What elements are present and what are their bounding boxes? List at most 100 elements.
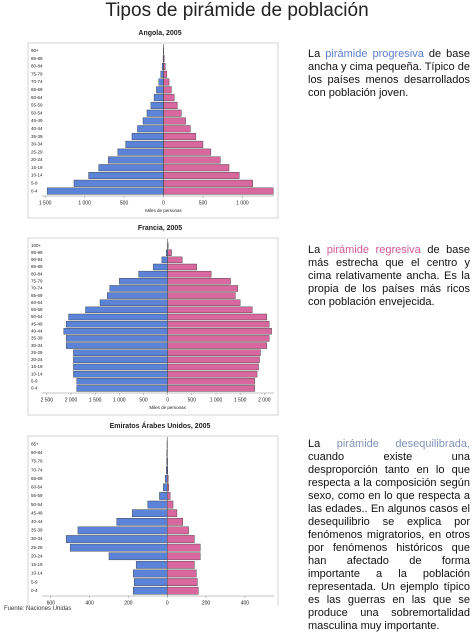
category-label: 85+ <box>31 441 39 446</box>
x-tick-label: 400 <box>241 600 250 606</box>
bar <box>133 570 167 577</box>
bar <box>167 587 198 594</box>
bar <box>164 133 196 140</box>
bar <box>168 350 261 356</box>
category-label: 40-44 <box>31 126 43 131</box>
x-tick-label: 0 <box>162 200 165 206</box>
x-tick-label: 0 <box>166 600 169 606</box>
bar <box>167 510 177 517</box>
category-label: 20-24 <box>31 157 43 162</box>
bar <box>148 501 167 508</box>
bar <box>167 518 183 525</box>
category-label: 60-64 <box>31 95 43 100</box>
category-label: 65-69 <box>31 476 43 481</box>
bar <box>78 527 167 534</box>
bar <box>119 278 167 284</box>
bar <box>107 293 167 299</box>
highlight: pirámide regresiva <box>327 244 421 256</box>
x-tick-label: 1 000 <box>236 200 249 206</box>
bar <box>164 79 170 86</box>
bar <box>154 94 163 101</box>
category-label: 45-49 <box>31 510 43 515</box>
category-label: 25-29 <box>31 149 43 154</box>
bar <box>168 271 212 277</box>
category-label: 50-54 <box>31 502 43 507</box>
category-label: 20-24 <box>31 553 43 558</box>
x-tick-label: 600 <box>47 600 56 606</box>
category-label: 90+ <box>31 48 39 53</box>
bar <box>164 164 229 171</box>
bar <box>64 328 168 334</box>
category-label: 25-29 <box>31 350 43 355</box>
bar <box>143 118 164 125</box>
text: La <box>308 438 337 450</box>
chart-title: Angola, 2005 <box>138 30 181 37</box>
category-label: 65-69 <box>31 87 43 92</box>
category-label: 20-24 <box>31 357 43 362</box>
bar <box>77 385 168 391</box>
bar <box>168 364 259 370</box>
bar <box>168 371 257 377</box>
category-label: 60-64 <box>31 300 43 305</box>
category-label: 10-14 <box>31 571 43 576</box>
bar <box>167 553 200 560</box>
bar <box>133 587 167 594</box>
category-label: 30-34 <box>31 536 43 541</box>
category-label: 50-54 <box>31 314 43 319</box>
bar <box>164 172 240 179</box>
category-label: 50-54 <box>31 110 43 115</box>
x-axis-label: Miles de personas <box>145 208 182 213</box>
bar <box>77 378 168 384</box>
category-label: 70-74 <box>31 286 43 291</box>
bar <box>136 561 167 568</box>
bar <box>164 157 221 164</box>
bar <box>168 285 238 291</box>
bar <box>168 264 197 270</box>
bar <box>168 250 172 256</box>
category-label: 15-19 <box>31 562 43 567</box>
category-label: 40-44 <box>31 328 43 333</box>
bar <box>126 141 164 148</box>
x-tick-label: 0 <box>166 397 169 403</box>
bar <box>66 321 167 327</box>
bar <box>70 544 167 551</box>
category-label: 0-4 <box>31 188 38 193</box>
x-tick-label: 2 000 <box>65 397 78 403</box>
bar <box>167 501 173 508</box>
category-label: 70-74 <box>31 79 43 84</box>
x-tick-label: 1 000 <box>210 397 223 403</box>
x-tick-label: 1 000 <box>113 397 126 403</box>
highlight: pirámide progresiva <box>325 48 424 60</box>
x-tick-label: 500 <box>139 397 148 403</box>
category-label: 85-89 <box>31 56 43 61</box>
category-label: 95-99 <box>31 250 43 255</box>
bar <box>86 307 168 313</box>
category-label: 55-59 <box>31 103 43 108</box>
category-label: 35-39 <box>31 134 43 139</box>
category-label: 35-39 <box>31 528 43 533</box>
bar <box>132 510 167 517</box>
bar <box>134 578 167 585</box>
bar <box>168 307 253 313</box>
bar <box>164 110 182 117</box>
x-tick-label: 200 <box>202 600 211 606</box>
category-label: 75-79 <box>31 459 43 464</box>
category-label: 75-79 <box>31 71 43 76</box>
x-tick-label: 1 000 <box>78 200 91 206</box>
paragraph: La pirámide regresiva de base más estrec… <box>308 244 470 309</box>
bar <box>47 188 163 195</box>
bar <box>66 535 167 542</box>
bar <box>168 257 183 263</box>
bar <box>167 570 196 577</box>
bar <box>159 79 164 86</box>
category-label: 5-9 <box>31 579 38 584</box>
bar <box>73 357 167 363</box>
bar <box>164 94 175 101</box>
category-label: 0-4 <box>31 588 38 593</box>
category-label: 80-84 <box>31 450 43 455</box>
category-label: 25-29 <box>31 545 43 550</box>
category-label: 5-9 <box>31 181 38 186</box>
x-tick-label: 500 <box>199 200 208 206</box>
x-tick-label: 500 <box>188 397 197 403</box>
category-label: 65-69 <box>31 293 43 298</box>
